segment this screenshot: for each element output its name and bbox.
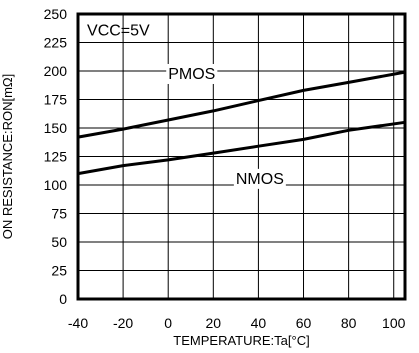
series-line-pmos xyxy=(77,70,406,139)
y-tick-label: 150 xyxy=(44,120,68,136)
x-tick-label: 80 xyxy=(341,315,357,331)
series-label-nmos: NMOS xyxy=(236,171,284,188)
y-tick-label: 100 xyxy=(44,177,68,193)
x-tick-label: 0 xyxy=(164,315,172,331)
y-tick-label: 0 xyxy=(59,291,67,307)
plot-frame xyxy=(76,12,407,301)
y-tick-label: 125 xyxy=(44,149,68,165)
vcc-annotation: VCC=5V xyxy=(87,23,150,40)
y-tick-labels: 0 25 50 75 100 125 150 175 200 225 250 xyxy=(44,6,68,307)
series-labels: PMOS NMOS xyxy=(166,63,286,189)
y-tick-label: 50 xyxy=(51,234,67,250)
grid xyxy=(78,14,405,299)
x-tick-label: 60 xyxy=(296,315,312,331)
x-tick-label: -20 xyxy=(113,315,133,331)
x-tick-label: 40 xyxy=(251,315,267,331)
x-tick-labels: -40 -20 0 20 40 60 80 100 xyxy=(68,315,406,331)
series-label-bg xyxy=(233,168,286,189)
x-tick-label: 100 xyxy=(382,315,406,331)
y-tick-label: 75 xyxy=(51,206,67,222)
y-tick-label: 25 xyxy=(51,263,67,279)
y-tick-label: 175 xyxy=(44,92,68,108)
series-lines xyxy=(77,70,406,176)
series-label-pmos: PMOS xyxy=(168,66,215,83)
x-tick-label: 20 xyxy=(206,315,222,331)
y-axis-title: ON RESISTANCE:RON[mΩ] xyxy=(0,74,15,240)
series-line-nmos xyxy=(77,120,406,176)
x-tick-label: -40 xyxy=(68,315,88,331)
y-tick-label: 200 xyxy=(44,63,68,79)
x-axis-title: TEMPERATURE:Ta[°C] xyxy=(173,333,309,348)
y-tick-label: 225 xyxy=(44,35,68,51)
y-tick-label: 250 xyxy=(44,6,68,22)
series-label-bg xyxy=(166,63,218,84)
